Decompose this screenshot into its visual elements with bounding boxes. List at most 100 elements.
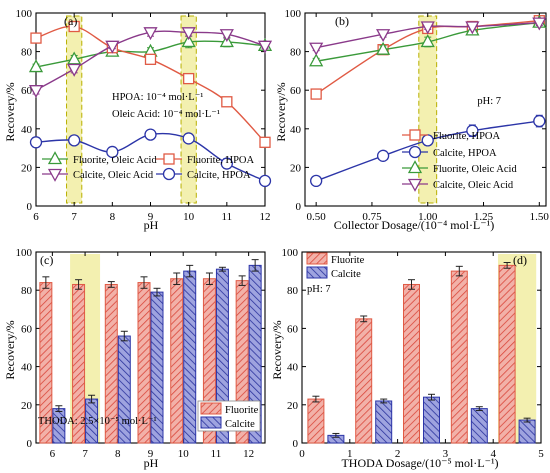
panel-a-series-3 (29, 128, 272, 188)
panel-b-point (309, 42, 324, 56)
panel-c-error-bar (251, 259, 259, 272)
panel-d-error-bar (332, 432, 340, 438)
chart_data.1-ytick-label: 20 (290, 162, 302, 174)
panel-b-series-3 (309, 17, 547, 56)
panel-c-ylabel: Recovery/% (3, 320, 17, 379)
chart_data.3-ytick-label: 60 (287, 323, 299, 335)
legend-label: Calcite (225, 419, 255, 430)
panel-a-xtick-label: 6 (33, 211, 39, 223)
chart_data.1-ytick-label: 0 (296, 201, 302, 213)
panel-d-bar (518, 419, 536, 444)
panel-b-xtick-label: 1.25 (474, 211, 494, 223)
panel-b-series-1 (310, 114, 546, 188)
panel-b-ylabel: Recovery/% (274, 82, 288, 141)
panel-a-series-2 (28, 27, 273, 99)
panel-c-xtick-label: 11 (211, 448, 222, 460)
chart_data.3-ytick-label: 0 (293, 438, 299, 450)
legend-label: Fluorite (331, 255, 365, 266)
legend-swatch-marker (407, 160, 423, 174)
panel-d-error-bar (503, 262, 511, 269)
panel-d-annotation: pH: 7 (307, 284, 331, 295)
panel-d-series-1 (327, 393, 536, 444)
panel-d-bar (307, 398, 325, 444)
legend-swatch-marker (47, 168, 63, 182)
panel-b-point (533, 114, 546, 128)
panel-d-frame (301, 251, 542, 444)
panel-a-point (221, 96, 233, 108)
legend-label: Fluorite, HPOA (187, 155, 255, 166)
chart_data.3-ytick-label: 20 (287, 400, 299, 412)
chart_data.0-ytick-label: 20 (21, 162, 33, 174)
chart_data.0-ytick-label: 60 (21, 85, 33, 97)
panel-d-bar (375, 400, 393, 444)
panel-b-point (420, 34, 435, 48)
panel-a: 0 20 40 60 80 100 6 7 8 9 10 11 12 Fluorite, Oleic Ac… (3, 8, 273, 232)
panel-c-annotation: THODA: 2.5×10⁻⁵ mol·L⁻¹ (38, 416, 157, 427)
panel-b-xtick-label: 1.50 (530, 211, 550, 223)
panel-d-error-bar (523, 417, 531, 423)
panel-b-xtick-label: 0.75 (362, 211, 382, 223)
legend-label: Calcite, HPOA (433, 148, 497, 159)
panel-b-point (421, 134, 434, 147)
panel-d-label: (d) (513, 253, 527, 267)
panel-d-xtick-label: 0 (299, 448, 305, 460)
legend-swatch (200, 416, 222, 429)
panel-c-series-0 (39, 272, 249, 444)
panel-d-error-bar (428, 393, 435, 401)
panel-d-series-0 (307, 262, 516, 444)
panel-a-xtick-label: 7 (71, 211, 77, 223)
panel-c-bar (170, 278, 184, 444)
legend-label: Fluorite, Oleic Acid (433, 164, 517, 175)
panel-b-point (309, 53, 324, 67)
panel-c-xtick-label: 8 (115, 448, 121, 460)
panel-c-plot: 0 20 40 60 80 100 6 7 8 9 10 11 12 Fluorite Calcite (16, 247, 266, 460)
panel-d: 0 20 40 60 80 100 0 1 2 3 4 5 Fluorite Calcite (d) pH… (270, 247, 544, 470)
legend-swatch (200, 402, 222, 415)
chart_data.0-ytick-label: 0 (27, 201, 33, 213)
panel-b-point (376, 29, 391, 43)
legend-swatch-marker (162, 167, 176, 181)
chart_data.0-ytick-label: 80 (21, 47, 33, 59)
panel-a-point (259, 136, 271, 148)
panel-d-error-bar (360, 315, 368, 323)
panel-a-point (144, 53, 157, 65)
panel-a-xtick-label: 10 (183, 211, 195, 223)
chart_data.2-ytick-label: 20 (21, 400, 33, 412)
panel-d-bar (450, 270, 468, 444)
panel-c-error-bar (153, 287, 161, 297)
panel-b-point (310, 174, 323, 188)
panel-a-point (257, 40, 273, 54)
chart_data.1-ytick-label: 60 (290, 85, 302, 97)
panel-b-point (532, 17, 547, 31)
panel-a-label: (a) (64, 14, 77, 28)
panel-a-point (105, 40, 120, 54)
panel-d-bar (423, 396, 440, 444)
panel-d-bar (355, 318, 373, 444)
panel-b-legend: Fluorite, HPOA Calcite, HPOA Fluorite, Ole… (402, 129, 517, 192)
panel-a-xtick-label: 12 (260, 211, 271, 223)
panel-c-legend: Fluorite Calcite (197, 400, 261, 432)
chart_data.2-ytick-label: 0 (27, 438, 33, 450)
panel-c-error-bar (42, 276, 50, 289)
panel-c-xtick-label: 7 (82, 448, 88, 460)
legend-label: Fluorite (225, 405, 259, 416)
panel-a-point (30, 32, 42, 44)
panel-c-error-bar (238, 275, 246, 286)
panel-a-annotation-1: HPOA: 10⁻⁴ mol·L⁻¹ (112, 92, 203, 103)
chart_data.2-ytick-label: 40 (21, 362, 33, 374)
panel-c-bar (183, 270, 197, 444)
panel-c-error-bar (120, 330, 128, 342)
panel-d-bar (470, 408, 488, 444)
panel-c-label: (c) (40, 253, 53, 267)
panel-a-point (28, 85, 44, 99)
legend-label: Fluorite, Oleic Acid (73, 155, 157, 166)
panel-a-point (258, 174, 272, 188)
panel-c-error-bar (205, 272, 213, 285)
panel-d-error-bar (455, 265, 463, 277)
chart_data.3-ytick-label: 40 (287, 362, 299, 374)
panel-d-ylabel: Recovery/% (270, 320, 284, 379)
panel-b-xtick-label: 1.00 (418, 211, 438, 223)
panel-a-point (29, 136, 43, 149)
panel-c-error-bar (88, 394, 96, 404)
